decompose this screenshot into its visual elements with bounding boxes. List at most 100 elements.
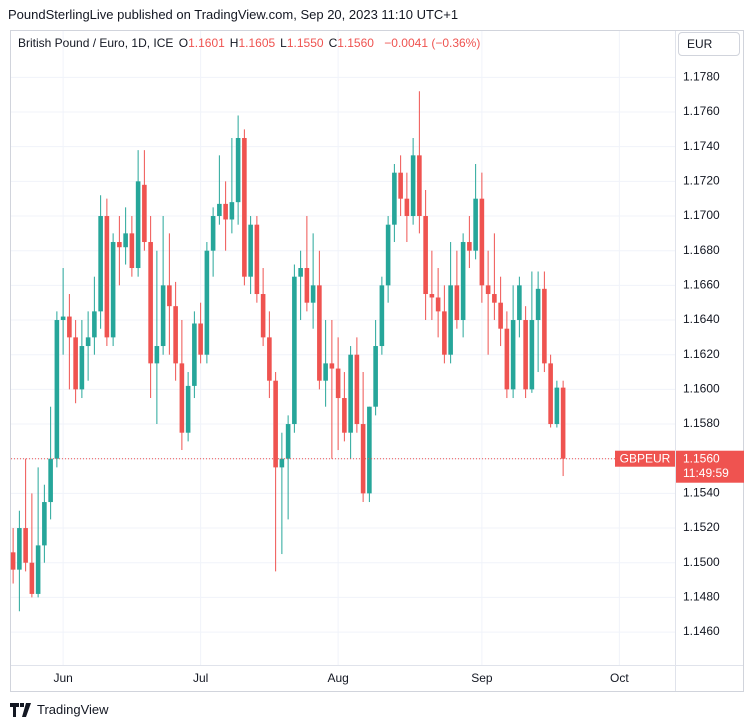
candle-body <box>535 288 541 321</box>
field-value: 1.1601 <box>188 36 225 50</box>
candle-body <box>498 302 503 329</box>
candle-body <box>560 387 566 459</box>
candle-body <box>392 172 397 225</box>
candle-body <box>335 368 341 399</box>
candle-body <box>473 198 478 251</box>
y-tick-label: 1.1640 <box>683 312 720 326</box>
y-tick-label: 1.1600 <box>683 382 720 396</box>
candle-body <box>342 398 347 433</box>
x-tick-label: Aug <box>327 671 348 685</box>
candle-body <box>210 216 216 251</box>
candle-body <box>504 328 510 390</box>
candle-body <box>217 203 222 217</box>
candle-body <box>167 285 172 307</box>
candle-body <box>292 276 297 425</box>
candle-body <box>204 250 210 355</box>
candle-body <box>48 458 53 503</box>
brand-logo <box>10 702 31 717</box>
candle-body <box>317 285 322 381</box>
x-tick-label: Sep <box>471 671 493 685</box>
candle-body <box>485 285 491 295</box>
candle-body <box>467 242 472 251</box>
x-tick-label: Jun <box>53 671 72 685</box>
symbol-tag <box>615 450 675 467</box>
candle-body <box>260 294 266 338</box>
candle-body <box>229 202 235 220</box>
field-value: 1.1560 <box>337 36 374 50</box>
candle-body <box>523 320 528 390</box>
candle-body <box>85 337 91 347</box>
y-tick-label: 1.1580 <box>683 416 720 430</box>
candle-body <box>404 198 410 217</box>
y-tick-label: 1.1740 <box>683 139 720 153</box>
candle-body <box>235 138 241 203</box>
candle-body <box>529 320 535 390</box>
candle-body <box>242 138 247 277</box>
y-tick-label: 1.1620 <box>683 347 720 361</box>
price-label: 1.1560 <box>683 451 720 465</box>
candle-body <box>135 181 141 269</box>
candle-body <box>98 216 103 312</box>
candle-body <box>454 285 460 321</box>
y-tick-label: 1.1760 <box>683 104 720 118</box>
candle-body <box>104 216 110 338</box>
candle-body <box>142 184 147 243</box>
candle-body <box>10 552 16 570</box>
candle-body <box>123 233 128 248</box>
candle-body <box>117 242 122 248</box>
candle-body <box>398 172 403 199</box>
candle-body <box>479 198 485 286</box>
candle-body <box>23 528 28 563</box>
symbol-title: British Pound / Euro, 1D, ICE <box>18 36 174 50</box>
candle-body <box>129 233 135 269</box>
y-tick-label: 1.1460 <box>683 624 720 638</box>
candle-body <box>179 363 185 433</box>
candle-body <box>360 424 366 494</box>
y-tick-label: 1.1780 <box>683 70 720 84</box>
y-tick-label: 1.1700 <box>683 208 720 222</box>
candle-body <box>435 297 441 312</box>
candle-body <box>354 354 360 425</box>
candle-body <box>198 323 203 355</box>
candle-body <box>385 224 391 286</box>
candle-body <box>79 346 85 390</box>
candle-body <box>410 155 416 217</box>
candle-body <box>423 216 428 295</box>
price-tag <box>676 450 744 483</box>
published-line: PoundSterlingLive published on TradingVi… <box>8 7 459 22</box>
y-tick-label: 1.1520 <box>683 520 720 534</box>
symbol-label: GBPEUR <box>620 451 671 465</box>
candle-body <box>417 155 422 217</box>
candle-body <box>442 311 447 355</box>
candle-body <box>348 354 353 433</box>
x-tick-label: Oct <box>610 671 629 685</box>
candle-body <box>160 285 166 347</box>
currency-button[interactable]: EUR <box>678 32 740 56</box>
field-label: C <box>328 36 338 50</box>
candle-body <box>517 285 522 321</box>
candle-body <box>54 320 60 459</box>
candle-body <box>60 316 66 321</box>
field-value: 1.1550 <box>286 36 324 50</box>
candle-body <box>304 268 310 303</box>
candle-body <box>310 285 316 303</box>
candle-body <box>554 387 560 425</box>
candle-body <box>542 288 547 364</box>
ohlc-fields: O1.1601 H1.1605 L1.1550 C1.1560 <box>179 36 379 50</box>
candle-body <box>329 363 335 369</box>
candle-body <box>110 242 116 338</box>
y-tick-label: 1.1540 <box>683 486 720 500</box>
candle-body <box>323 363 328 381</box>
candle-body <box>510 320 516 390</box>
y-tick-label: 1.1720 <box>683 174 720 188</box>
candle-body <box>248 224 253 277</box>
candle-body <box>429 294 435 298</box>
x-tick-label: Jul <box>193 671 208 685</box>
brand: TradingView <box>37 702 109 717</box>
field-label: L <box>280 36 287 50</box>
candle-body <box>379 285 385 347</box>
candle-body <box>273 380 278 468</box>
candle-body <box>173 306 178 364</box>
